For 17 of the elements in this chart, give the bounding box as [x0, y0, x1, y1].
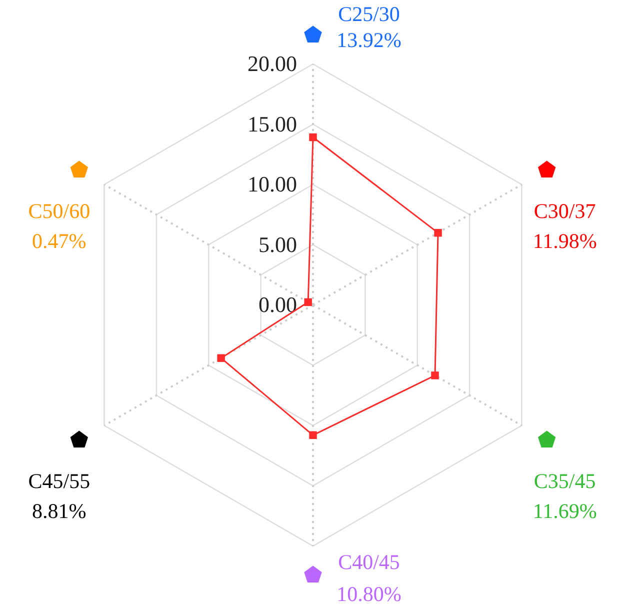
text: 13.92% [336, 28, 402, 52]
y-tick-label: 0.00 [258, 292, 297, 317]
spoke-label: C40/45 [338, 550, 400, 574]
text: 11.69% [532, 499, 597, 523]
text: 8.81% [32, 499, 86, 523]
text: 11.98% [532, 229, 597, 253]
y-tick-label: 15.00 [248, 111, 297, 136]
y-tick-label: 20.00 [248, 51, 297, 76]
spoke-label: C45/55 [28, 469, 90, 493]
spoke-label: C30/37 [534, 199, 596, 223]
spoke-label: C50/60 [28, 199, 90, 223]
y-tick-label: 10.00 [248, 172, 297, 196]
spoke-label: C35/45 [534, 469, 596, 493]
text: 10.80% [336, 582, 402, 606]
text: 0.47% [32, 229, 86, 253]
spoke-label: C25/30 [338, 2, 400, 26]
y-tick-label: 5.00 [258, 232, 297, 257]
